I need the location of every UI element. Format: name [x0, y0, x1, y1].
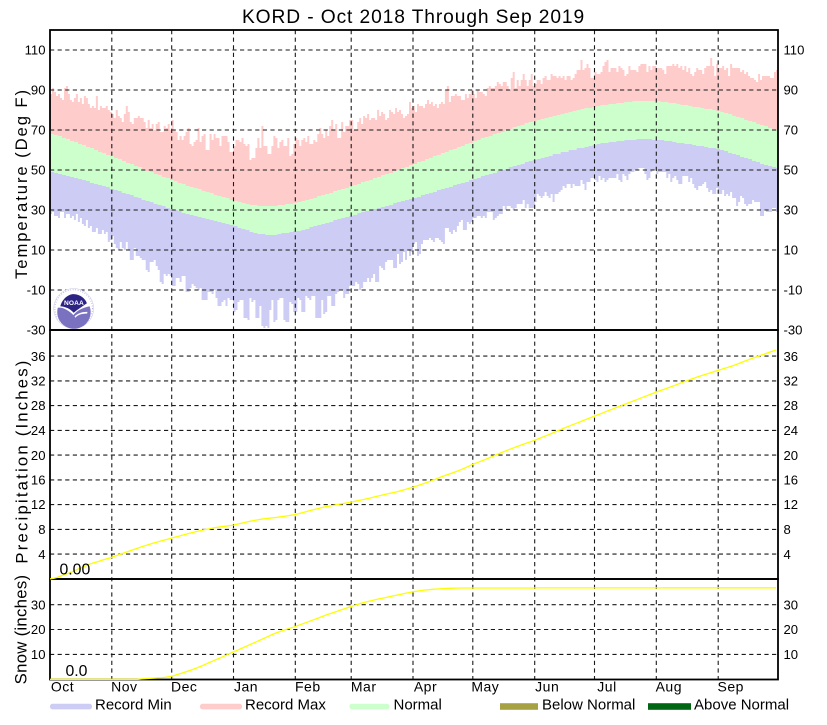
svg-text:10: 10 [784, 647, 799, 662]
svg-text:12: 12 [784, 497, 799, 512]
svg-text:36: 36 [784, 349, 799, 364]
svg-text:Dec: Dec [171, 679, 197, 695]
svg-text:Precipitation (Inches): Precipitation (Inches) [13, 358, 32, 563]
svg-text:Apr: Apr [414, 679, 437, 695]
svg-text:Record Max: Record Max [245, 697, 326, 714]
svg-text:90: 90 [31, 83, 46, 98]
svg-text:Below Normal: Below Normal [542, 697, 635, 714]
svg-text:Aug: Aug [656, 679, 682, 695]
svg-text:16: 16 [31, 473, 46, 488]
svg-text:-10: -10 [784, 283, 803, 298]
svg-text:Sep: Sep [717, 679, 743, 695]
svg-text:Oct: Oct [51, 679, 74, 695]
svg-text:4: 4 [38, 547, 45, 562]
svg-text:Record Min: Record Min [95, 697, 172, 714]
svg-text:Jan: Jan [234, 679, 258, 695]
svg-text:May: May [471, 679, 499, 695]
svg-text:20: 20 [784, 448, 799, 463]
svg-text:70: 70 [784, 123, 799, 138]
svg-text:30: 30 [784, 597, 799, 612]
svg-text:8: 8 [38, 522, 45, 537]
svg-text:10: 10 [31, 243, 46, 258]
svg-text:30: 30 [31, 597, 46, 612]
svg-text:12: 12 [31, 497, 46, 512]
svg-text:-30: -30 [27, 323, 46, 338]
svg-text:Above Normal: Above Normal [694, 697, 789, 714]
svg-text:Jul: Jul [597, 679, 616, 695]
svg-text:NOAA: NOAA [64, 300, 84, 307]
svg-text:30: 30 [31, 203, 46, 218]
svg-text:0.0: 0.0 [66, 663, 88, 680]
svg-text:20: 20 [31, 622, 46, 637]
svg-text:-10: -10 [27, 283, 46, 298]
svg-text:-30: -30 [784, 323, 803, 338]
svg-text:Feb: Feb [295, 679, 321, 695]
svg-text:Nov: Nov [111, 679, 137, 695]
svg-text:10: 10 [784, 243, 799, 258]
svg-text:110: 110 [25, 43, 46, 58]
svg-text:50: 50 [784, 163, 799, 178]
svg-text:90: 90 [784, 83, 799, 98]
svg-text:50: 50 [31, 163, 46, 178]
svg-text:8: 8 [784, 522, 791, 537]
svg-text:0.00: 0.00 [60, 562, 91, 579]
svg-text:20: 20 [784, 622, 799, 637]
svg-text:24: 24 [31, 423, 46, 438]
svg-text:4: 4 [784, 547, 791, 562]
svg-text:110: 110 [784, 43, 805, 58]
svg-text:10: 10 [31, 647, 46, 662]
svg-text:28: 28 [31, 398, 46, 413]
svg-text:32: 32 [784, 374, 799, 389]
svg-text:Jun: Jun [535, 679, 559, 695]
svg-text:20: 20 [31, 448, 46, 463]
svg-text:KORD - Oct 2018 Through Sep 20: KORD - Oct 2018 Through Sep 2019 [242, 7, 585, 28]
svg-text:Temperature (Deg F): Temperature (Deg F) [12, 88, 31, 279]
svg-text:24: 24 [784, 423, 799, 438]
svg-text:32: 32 [31, 374, 46, 389]
svg-text:28: 28 [784, 398, 799, 413]
svg-text:36: 36 [31, 349, 46, 364]
svg-text:70: 70 [31, 123, 46, 138]
svg-text:30: 30 [784, 203, 799, 218]
svg-text:Mar: Mar [351, 679, 377, 695]
svg-text:16: 16 [784, 473, 799, 488]
svg-text:Normal: Normal [394, 697, 442, 714]
svg-text:Snow (inches): Snow (inches) [12, 575, 31, 685]
